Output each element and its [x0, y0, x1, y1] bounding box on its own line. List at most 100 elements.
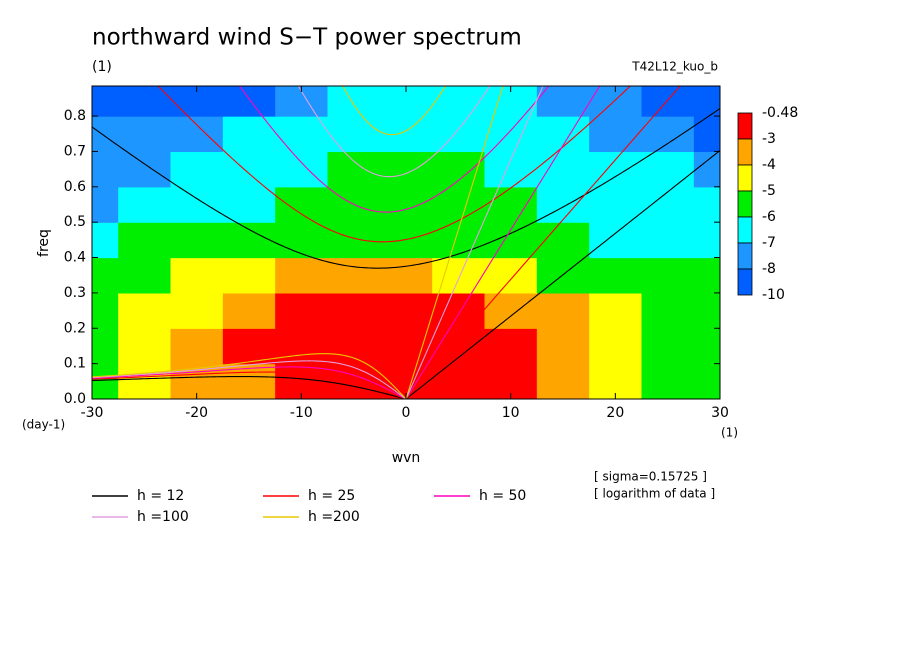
- y-tick-label: 0.5: [64, 214, 86, 230]
- contour-cell: [641, 151, 695, 188]
- contour-field: [92, 86, 720, 399]
- contour-cell: [484, 151, 538, 188]
- contour-cell: [118, 186, 172, 223]
- y-tick-label: 0.1: [64, 356, 86, 372]
- contour-cell: [484, 116, 538, 153]
- contour-cell: [92, 86, 119, 117]
- contour-cell: [536, 328, 590, 365]
- colorbar-box: [737, 268, 753, 296]
- contour-cell: [641, 86, 695, 117]
- contour-cell: [432, 292, 486, 329]
- y-tick-label: 0.0: [64, 391, 86, 407]
- colorbar-label: -3: [762, 131, 776, 147]
- contour-cell: [589, 292, 643, 329]
- legend-label: h =200: [308, 509, 360, 525]
- y-unit: (day-1): [22, 418, 65, 432]
- dispersion-curve: [405, 86, 504, 399]
- contour-cell: [484, 292, 538, 329]
- contour-cell: [641, 186, 695, 223]
- x-tick-label: -20: [185, 405, 208, 421]
- colorbar-box: [737, 216, 753, 244]
- contour-cell: [641, 116, 695, 153]
- colorbar-label: -10: [762, 287, 785, 303]
- contour-cell: [536, 151, 590, 188]
- contour-cell: [92, 151, 119, 188]
- contour-cell: [222, 186, 276, 223]
- contour-cell: [379, 222, 433, 259]
- contour-cell: [92, 328, 119, 365]
- contour-cell: [327, 328, 381, 365]
- contour-cell: [118, 151, 172, 188]
- x-unit: (1): [721, 426, 738, 440]
- y-tick-label: 0.2: [64, 320, 86, 336]
- contour-cell: [693, 222, 720, 259]
- colorbar-box: [737, 112, 753, 140]
- contour-cell: [118, 257, 172, 294]
- contour-cell: [118, 292, 172, 329]
- contour-cell: [536, 186, 590, 223]
- colorbar-label: -8: [762, 261, 776, 277]
- contour-cell: [536, 257, 590, 294]
- contour-cell: [641, 363, 695, 399]
- contour-cell: [222, 222, 276, 259]
- contour-cell: [484, 328, 538, 365]
- y-tick-label: 0.6: [64, 179, 86, 195]
- contour-cell: [641, 292, 695, 329]
- note: [ sigma=0.15725 ]: [594, 470, 707, 484]
- colorbar-label: -4: [762, 157, 776, 173]
- chart-title: northward wind S−T power spectrum: [92, 25, 522, 51]
- x-tick-label: 30: [711, 405, 729, 421]
- axes: -30 -20 -10 0 10 20 30 0.0 0.1 0.2 0.3 0.4 0.5 0.6 0.7…: [64, 85, 729, 421]
- contour-cell: [589, 328, 643, 365]
- dispersion-curve: [405, 150, 720, 399]
- contour-cell: [589, 116, 643, 153]
- legend-label: h = 50: [479, 488, 526, 504]
- contour-cell: [379, 328, 433, 365]
- colorbar-box: [737, 138, 753, 166]
- contour-cell: [379, 292, 433, 329]
- contour-cell: [432, 186, 486, 223]
- colorbar-label: -6: [762, 209, 776, 225]
- legend-label: h = 12: [137, 488, 184, 504]
- contour-cell: [222, 116, 276, 153]
- contour-cell: [118, 222, 172, 259]
- dispersion-curve: [342, 86, 447, 136]
- dispersion-curve: [92, 376, 407, 399]
- contour-cell: [118, 328, 172, 365]
- contour-cell: [170, 292, 224, 329]
- contour-cell: [536, 363, 590, 399]
- y-tick-label: 0.4: [64, 250, 86, 266]
- contour-cell: [484, 257, 538, 294]
- contour-cell: [484, 186, 538, 223]
- contour-cell: [693, 116, 720, 153]
- dispersion-curve: [405, 86, 601, 399]
- subtitle: (1): [92, 59, 112, 75]
- x-tick-label: 0: [402, 405, 411, 421]
- dispersion-curve: [405, 86, 681, 399]
- colorbar-label: -0.48: [762, 105, 798, 121]
- contour-cell: [92, 363, 119, 399]
- contour-cell: [589, 186, 643, 223]
- contour-cell: [589, 257, 643, 294]
- dispersion-curve: [405, 86, 544, 399]
- contour-cell: [432, 86, 486, 117]
- y-axis-label: freq: [36, 229, 52, 257]
- dispersion-curve: [92, 371, 407, 399]
- contour-cell: [327, 222, 381, 259]
- contour-cell: [693, 151, 720, 188]
- contour-cell: [327, 116, 381, 153]
- dispersion-curves: [92, 86, 720, 399]
- contour-cell: [327, 86, 381, 117]
- contour-cell: [432, 328, 486, 365]
- contour-cell: [222, 328, 276, 365]
- contour-cell: [693, 257, 720, 294]
- contour-cell: [275, 328, 329, 365]
- contour-cell: [275, 292, 329, 329]
- x-tick-label: 10: [502, 405, 520, 421]
- note: [ logarithm of data ]: [594, 487, 715, 501]
- contour-cell: [275, 222, 329, 259]
- dispersion-curve: [92, 353, 407, 399]
- dispersion-curve: [92, 360, 407, 399]
- contour-cell: [170, 186, 224, 223]
